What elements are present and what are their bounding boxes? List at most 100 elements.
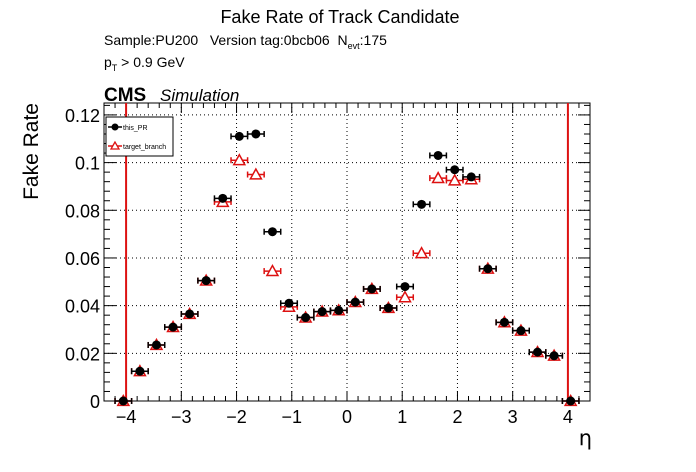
point-marker [267, 227, 277, 237]
data-point [561, 396, 580, 406]
point-marker [400, 282, 410, 292]
point-marker [232, 153, 247, 166]
point-marker [284, 298, 294, 308]
point-marker [450, 165, 460, 175]
version-label: Version tag:0bcb06 [209, 32, 330, 48]
nevt-subscript: evt [347, 40, 360, 51]
point-marker [447, 173, 462, 186]
data-point [379, 303, 398, 313]
data-point [429, 150, 448, 160]
data-point [495, 317, 514, 327]
legend-label: target_branch [123, 144, 166, 151]
data-point [545, 351, 564, 361]
point-marker [135, 366, 145, 376]
x-tick-label: 3 [508, 407, 518, 427]
data-point [230, 153, 249, 166]
y-tick-label: 0.04 [65, 297, 100, 317]
pt-label: p [104, 54, 112, 70]
point-marker [151, 340, 161, 350]
legend-label: this_PR [123, 125, 148, 132]
x-tick-label: −2 [226, 407, 247, 427]
data-point [528, 347, 547, 357]
point-marker [566, 396, 576, 406]
point-marker [483, 264, 493, 274]
point-marker [168, 322, 178, 332]
data-point [230, 131, 249, 141]
point-marker [201, 276, 211, 286]
pt-subscript: T [111, 62, 118, 73]
data-point [412, 246, 431, 259]
nevt-label: N [337, 32, 348, 48]
pt-cut: > 0.9 GeV [117, 54, 185, 70]
data-point [164, 322, 183, 332]
data-point [130, 366, 149, 376]
point-marker [251, 129, 261, 139]
point-marker [334, 305, 344, 315]
data-point [180, 309, 199, 319]
point-marker [516, 326, 526, 336]
point-marker [398, 290, 412, 303]
point-marker [533, 347, 543, 357]
y-tick-label: 0.02 [65, 344, 100, 364]
data-point [197, 276, 216, 286]
data-point [412, 199, 431, 209]
point-marker [417, 199, 427, 209]
point-marker [301, 313, 311, 323]
x-tick-label: 1 [397, 407, 407, 427]
point-marker [317, 307, 327, 317]
data-point [213, 193, 232, 203]
x-tick-label: −3 [171, 407, 192, 427]
point-marker [367, 284, 377, 294]
data-point [478, 264, 497, 274]
y-axis-label: Fake Rate [20, 103, 43, 200]
data-point [429, 171, 448, 184]
data-point [313, 307, 332, 317]
nevt-value: :175 [359, 32, 387, 48]
x-tick-label: 0 [342, 407, 352, 427]
x-tick-label: 4 [563, 407, 573, 427]
data-point [296, 313, 315, 323]
data-point [395, 282, 415, 292]
legend-marker [111, 123, 119, 131]
data-point [263, 264, 282, 277]
point-marker [265, 264, 280, 277]
data-point [329, 305, 348, 315]
data-point [263, 227, 282, 237]
grid-layer [104, 103, 590, 402]
data-point [511, 326, 530, 336]
point-marker [414, 246, 429, 259]
data-point [346, 297, 365, 307]
data-point [462, 172, 481, 182]
y-tick-label: 0.08 [65, 201, 100, 221]
y-tick-label: 0.12 [65, 106, 100, 126]
point-marker [431, 171, 445, 184]
sample-label: Sample:PU200 [104, 32, 199, 48]
series-layer [114, 129, 580, 407]
x-tick-label: 2 [452, 407, 462, 427]
y-tick-label: 0 [90, 392, 100, 412]
x-tick-label: −4 [116, 407, 137, 427]
point-marker [234, 131, 244, 141]
point-marker [350, 297, 360, 307]
info-line-1: Sample:PU200 Version tag:0bcb06 Nevt:175 [104, 32, 387, 51]
data-point [395, 290, 415, 303]
point-marker [433, 150, 443, 160]
cms-sublabel: Simulation [160, 86, 239, 105]
point-marker [549, 351, 559, 361]
data-point [445, 173, 464, 186]
point-marker [466, 172, 476, 182]
data-point [246, 167, 265, 180]
series-this_PR [114, 129, 580, 406]
data-point [279, 298, 299, 308]
cms-label: CMS [104, 85, 146, 106]
x-tick-label: −1 [282, 407, 303, 427]
info-line-2: pT > 0.9 GeV [104, 54, 185, 73]
point-marker [118, 396, 128, 406]
data-point [246, 129, 265, 139]
data-point [445, 165, 464, 175]
y-tick-label: 0.06 [65, 249, 100, 269]
data-point [114, 396, 133, 406]
chart-title: Fake Rate of Track Candidate [220, 7, 459, 27]
point-marker [185, 309, 195, 319]
